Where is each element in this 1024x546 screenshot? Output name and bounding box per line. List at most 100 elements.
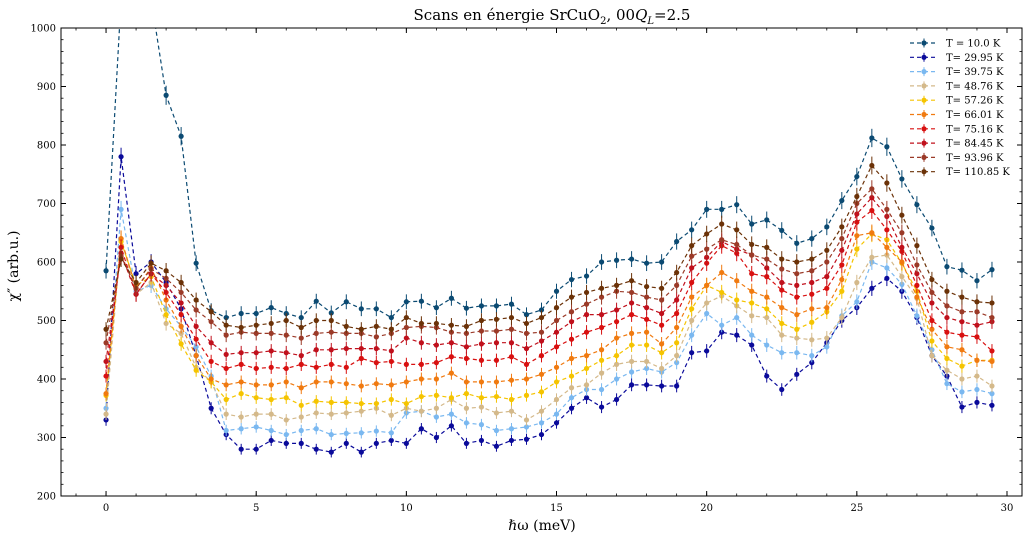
data-point	[929, 225, 935, 231]
data-point	[929, 317, 935, 324]
legend-entry: T= 66.01 K	[910, 110, 1004, 121]
data-point	[388, 358, 394, 365]
data-point	[689, 279, 695, 286]
data-point	[238, 310, 244, 317]
data-point	[193, 307, 199, 313]
data-point	[508, 426, 515, 432]
data-point	[358, 355, 364, 362]
data-point	[644, 342, 650, 348]
legend-entry: T= 29.95 K	[910, 52, 1004, 64]
data-point	[403, 379, 409, 385]
data-point	[674, 360, 680, 366]
legend-entry: T= 75.16 K	[910, 124, 1004, 135]
data-point	[568, 395, 575, 401]
data-point	[238, 350, 244, 356]
data-point	[103, 373, 109, 379]
data-point	[644, 365, 650, 372]
data-point	[478, 379, 485, 385]
data-point	[779, 227, 785, 234]
x-tick-label: 15	[550, 503, 563, 514]
data-point	[208, 340, 214, 346]
legend: T = 10.0 K T= 29.95 K T= 39.75 K T= 48.76 K…	[910, 38, 1010, 178]
data-point	[523, 424, 530, 430]
data-point	[178, 323, 184, 329]
data-point	[448, 423, 455, 429]
data-point	[628, 256, 635, 262]
data-point	[839, 262, 845, 268]
data-point	[493, 427, 500, 434]
data-point	[568, 336, 575, 342]
y-tick-label: 800	[37, 141, 56, 152]
data-point	[553, 411, 560, 417]
data-point	[388, 314, 394, 321]
data-point	[523, 417, 530, 423]
data-point	[839, 276, 845, 283]
data-point	[734, 314, 740, 321]
data-point	[674, 353, 680, 359]
data-point	[764, 256, 770, 262]
data-point	[253, 310, 259, 317]
data-point	[764, 373, 770, 379]
data-point	[929, 326, 935, 332]
data-point	[178, 312, 184, 318]
series-line	[105, 28, 993, 319]
legend-marker	[921, 54, 927, 60]
data-point	[523, 376, 530, 382]
data-point	[418, 298, 424, 304]
data-point	[268, 320, 274, 327]
data-point	[869, 230, 875, 236]
data-point	[283, 440, 289, 446]
data-point	[794, 294, 800, 300]
data-point	[583, 273, 590, 279]
data-point	[553, 317, 560, 324]
data-point	[103, 340, 109, 346]
data-point	[719, 206, 725, 212]
data-point	[478, 395, 485, 401]
data-point	[328, 347, 334, 353]
data-point	[508, 437, 515, 444]
data-point	[914, 262, 920, 268]
legend-entry: T = 10.0 K	[910, 38, 1001, 50]
data-point	[313, 379, 319, 385]
data-point	[193, 344, 199, 350]
data-point	[749, 342, 755, 348]
data-point	[193, 323, 199, 329]
legend-entry: T= 84.45 K	[910, 138, 1004, 150]
data-point	[809, 268, 815, 274]
data-point	[238, 379, 244, 385]
data-point	[613, 361, 620, 367]
data-point	[448, 354, 455, 360]
data-point	[358, 449, 364, 455]
data-point	[283, 431, 289, 438]
legend-label: T= 66.01 K	[946, 110, 1004, 121]
data-point	[583, 301, 590, 307]
data-point	[178, 289, 184, 296]
data-point	[193, 353, 199, 359]
data-point	[628, 278, 635, 284]
data-point	[854, 299, 860, 305]
data-point	[794, 312, 800, 318]
data-point	[674, 297, 680, 303]
data-point	[268, 427, 274, 434]
data-point	[493, 443, 500, 449]
data-point	[704, 310, 710, 317]
data-point	[914, 202, 920, 208]
data-point	[118, 0, 123, 1]
data-point	[598, 294, 605, 300]
data-point	[358, 326, 364, 332]
data-point	[178, 279, 184, 286]
data-point	[268, 411, 274, 417]
data-point	[749, 288, 755, 294]
legend-marker	[921, 111, 927, 118]
data-point	[704, 231, 710, 237]
legend-marker	[921, 69, 927, 75]
data-point	[869, 285, 875, 291]
data-point	[779, 350, 785, 356]
data-point	[568, 405, 575, 411]
x-tick-label: 20	[700, 503, 713, 514]
data-point	[373, 345, 379, 352]
series-line	[105, 209, 993, 436]
data-point	[538, 389, 545, 395]
data-point	[163, 312, 169, 318]
